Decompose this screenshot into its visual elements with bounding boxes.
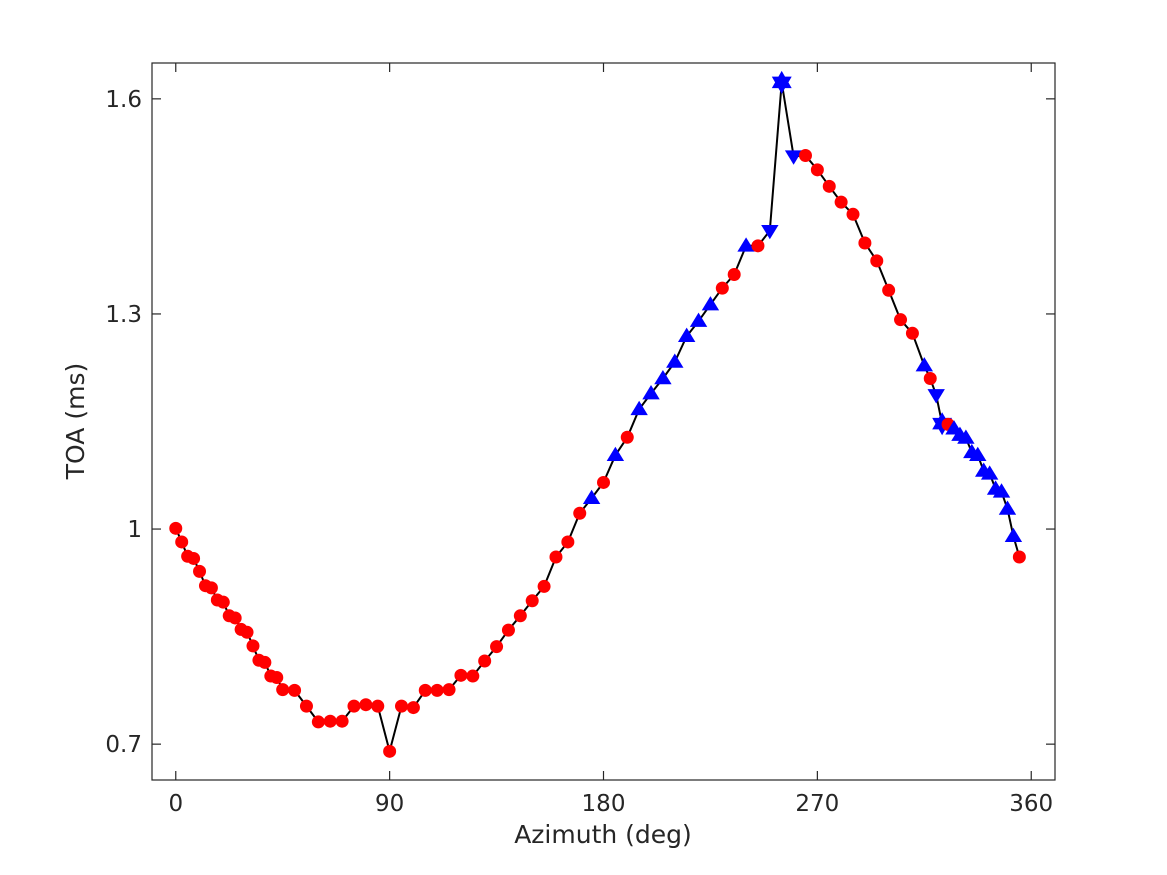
marker-circle xyxy=(270,670,284,684)
x-axis-label: Azimuth (deg) xyxy=(514,820,692,849)
marker-circle xyxy=(715,281,729,295)
marker-triangle-up-icon xyxy=(666,353,684,368)
marker-circle xyxy=(418,683,432,697)
tick-labels: 0 90 180 270 360 0.7 1 1.3 1.6 xyxy=(105,87,1053,817)
marker-circle xyxy=(466,669,480,683)
marker-circle xyxy=(323,714,337,728)
marker-circle xyxy=(187,551,201,565)
marker-circle xyxy=(870,254,884,268)
marker-triangle-down-icon xyxy=(927,389,945,404)
marker-circle xyxy=(501,623,515,637)
marker-circle xyxy=(573,506,587,520)
marker-circle xyxy=(822,179,836,193)
marker-circle xyxy=(193,564,207,578)
marker-circle xyxy=(347,699,361,713)
marker-circle xyxy=(525,594,539,608)
marker-triangle-up-icon xyxy=(992,483,1011,498)
marker-triangle-up-icon xyxy=(654,369,672,385)
x-tick-label: 0 xyxy=(168,791,183,817)
marker-triangle-up-icon xyxy=(630,400,648,416)
marker-circle xyxy=(846,207,860,221)
marker-circle xyxy=(923,371,937,385)
marker-circle xyxy=(454,668,468,682)
marker-circle xyxy=(442,683,456,697)
marker-circle xyxy=(406,701,420,715)
marker-triangle-up-icon xyxy=(677,327,696,342)
marker-triangle-up-icon xyxy=(915,357,934,372)
marker-circle xyxy=(810,163,824,177)
marker-circle xyxy=(751,239,765,253)
y-tick-label: 1.6 xyxy=(105,87,142,113)
marker-triangle-up-icon xyxy=(969,446,987,461)
marker-triangle-up-icon xyxy=(737,237,755,252)
marker-circle xyxy=(228,611,242,625)
marker-triangle-up-icon xyxy=(998,500,1017,515)
marker-triangle-up-icon xyxy=(980,465,999,480)
x-tick-label: 360 xyxy=(1009,791,1053,817)
marker-circle xyxy=(383,744,397,758)
plot-box xyxy=(151,62,1056,781)
marker-circle xyxy=(371,699,385,713)
marker-triangle-down-icon xyxy=(761,224,779,240)
marker-circle xyxy=(513,609,527,623)
x-tick-label: 270 xyxy=(795,791,839,817)
y-axis-label: TOA (ms) xyxy=(61,363,90,480)
marker-circle xyxy=(216,595,230,609)
marker-circle xyxy=(311,715,325,729)
marker-triangle-up-icon xyxy=(1004,527,1023,543)
marker-star-icon xyxy=(771,70,792,94)
marker-triangle-up-icon xyxy=(957,429,975,444)
marker-circle xyxy=(905,326,919,340)
marker-circle xyxy=(561,535,575,549)
y-tick-label: 1 xyxy=(127,517,142,543)
marker-circle xyxy=(430,683,444,697)
marker-circle xyxy=(620,430,634,444)
x-tick-label: 90 xyxy=(375,791,404,817)
marker-circle xyxy=(894,313,908,327)
marker-circle xyxy=(490,640,504,654)
marker-circle xyxy=(834,195,848,209)
marker-triangle-up-icon xyxy=(642,385,660,400)
marker-circle xyxy=(549,550,563,564)
marker-circle xyxy=(359,698,373,712)
marker-circle xyxy=(478,654,492,668)
x-tick-label: 180 xyxy=(582,791,626,817)
marker-circle xyxy=(169,521,183,535)
marker-circle xyxy=(858,236,872,250)
data-markers xyxy=(169,70,1026,758)
marker-circle xyxy=(882,283,896,297)
marker-circle xyxy=(395,699,409,713)
marker-triangle-up-icon xyxy=(689,312,708,327)
marker-circle xyxy=(299,699,313,713)
marker-circle xyxy=(537,579,551,593)
marker-triangle-up-icon xyxy=(701,296,720,311)
marker-circle xyxy=(204,581,218,595)
toa-line-series xyxy=(174,81,1021,753)
marker-triangle-down-icon xyxy=(784,150,803,165)
y-tick-label: 0.7 xyxy=(105,732,142,758)
marker-triangle-up-icon xyxy=(582,489,601,505)
marker-circle xyxy=(288,683,302,697)
marker-circle xyxy=(1012,550,1026,564)
axis-ticks xyxy=(152,63,1055,780)
marker-circle xyxy=(246,639,260,653)
marker-triangle-up-icon xyxy=(606,446,625,461)
marker-circle xyxy=(798,148,812,162)
marker-circle xyxy=(240,625,254,639)
marker-circle xyxy=(258,655,272,669)
marker-circle xyxy=(597,475,610,489)
marker-circle xyxy=(727,268,741,282)
marker-circle xyxy=(175,535,189,549)
marker-circle xyxy=(335,714,349,728)
y-tick-label: 1.3 xyxy=(105,302,142,328)
toa-line xyxy=(174,81,1021,753)
marker-circle xyxy=(276,683,290,697)
